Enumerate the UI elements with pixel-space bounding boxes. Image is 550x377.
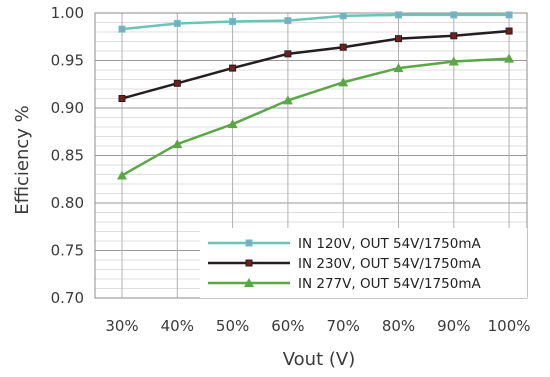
data-point [172,139,183,149]
data-point [173,19,181,27]
x-tick-label: 100% [488,317,531,335]
data-point [229,18,237,26]
data-point [282,95,293,105]
data-point [338,77,349,87]
data-point [339,12,347,20]
legend-marker [245,239,253,247]
x-tick-label: 40% [161,317,194,335]
data-point [284,50,292,58]
data-point [450,32,458,40]
data-point [448,56,459,66]
data-point [118,25,126,33]
legend-marker [244,278,254,287]
series-line [121,29,510,100]
x-axis-label: Vout (V) [283,349,355,370]
series-line [121,13,510,31]
series-line [121,57,510,177]
legend-label: IN 230V, OUT 54V/1750mA [298,256,481,272]
x-tick-label: 50% [216,317,249,335]
x-tick-label: 30% [105,317,138,335]
y-tick-label: 0.80 [51,194,84,212]
x-tick-label: 60% [271,317,304,335]
legend-label: IN 120V, OUT 54V/1750mA [298,236,481,252]
x-tick-label: 70% [327,317,360,335]
data-point [339,43,347,51]
data-point [505,11,513,19]
data-point [393,63,404,73]
data-point [450,11,458,19]
data-point [505,27,513,35]
y-tick-label: 0.95 [51,52,84,70]
data-point [117,170,127,180]
data-point [504,53,515,63]
data-point [395,11,402,19]
chart-series [117,11,515,180]
data-point [118,95,126,102]
y-tick-label: 0.90 [51,99,84,117]
chart-legend: IN 120V, OUT 54V/1750mA IN 230V, OUT 54V/… [200,228,527,298]
series-2 [118,27,513,102]
y-axis-label: Efficiency % [12,105,33,215]
y-tick-label: 0.70 [51,289,84,307]
x-tick-label: 80% [382,317,415,335]
data-point [173,79,181,87]
x-tick-label: 90% [437,317,470,335]
legend-label: IN 277V, OUT 54V/1750mA [298,276,481,292]
data-point [284,17,292,25]
series-3 [117,53,515,180]
y-tick-label: 0.85 [51,147,84,165]
data-point [229,64,237,72]
y-tick-label: 0.75 [51,242,84,260]
data-point [227,119,238,129]
legend-marker [245,259,253,267]
y-tick-label: 1.00 [51,4,84,22]
data-point [395,35,402,43]
series-1 [118,11,513,33]
tick-labels: 0.70 0.75 0.80 0.85 0.90 0.95 1.00 30% 40% 50% 60%… [51,4,531,335]
